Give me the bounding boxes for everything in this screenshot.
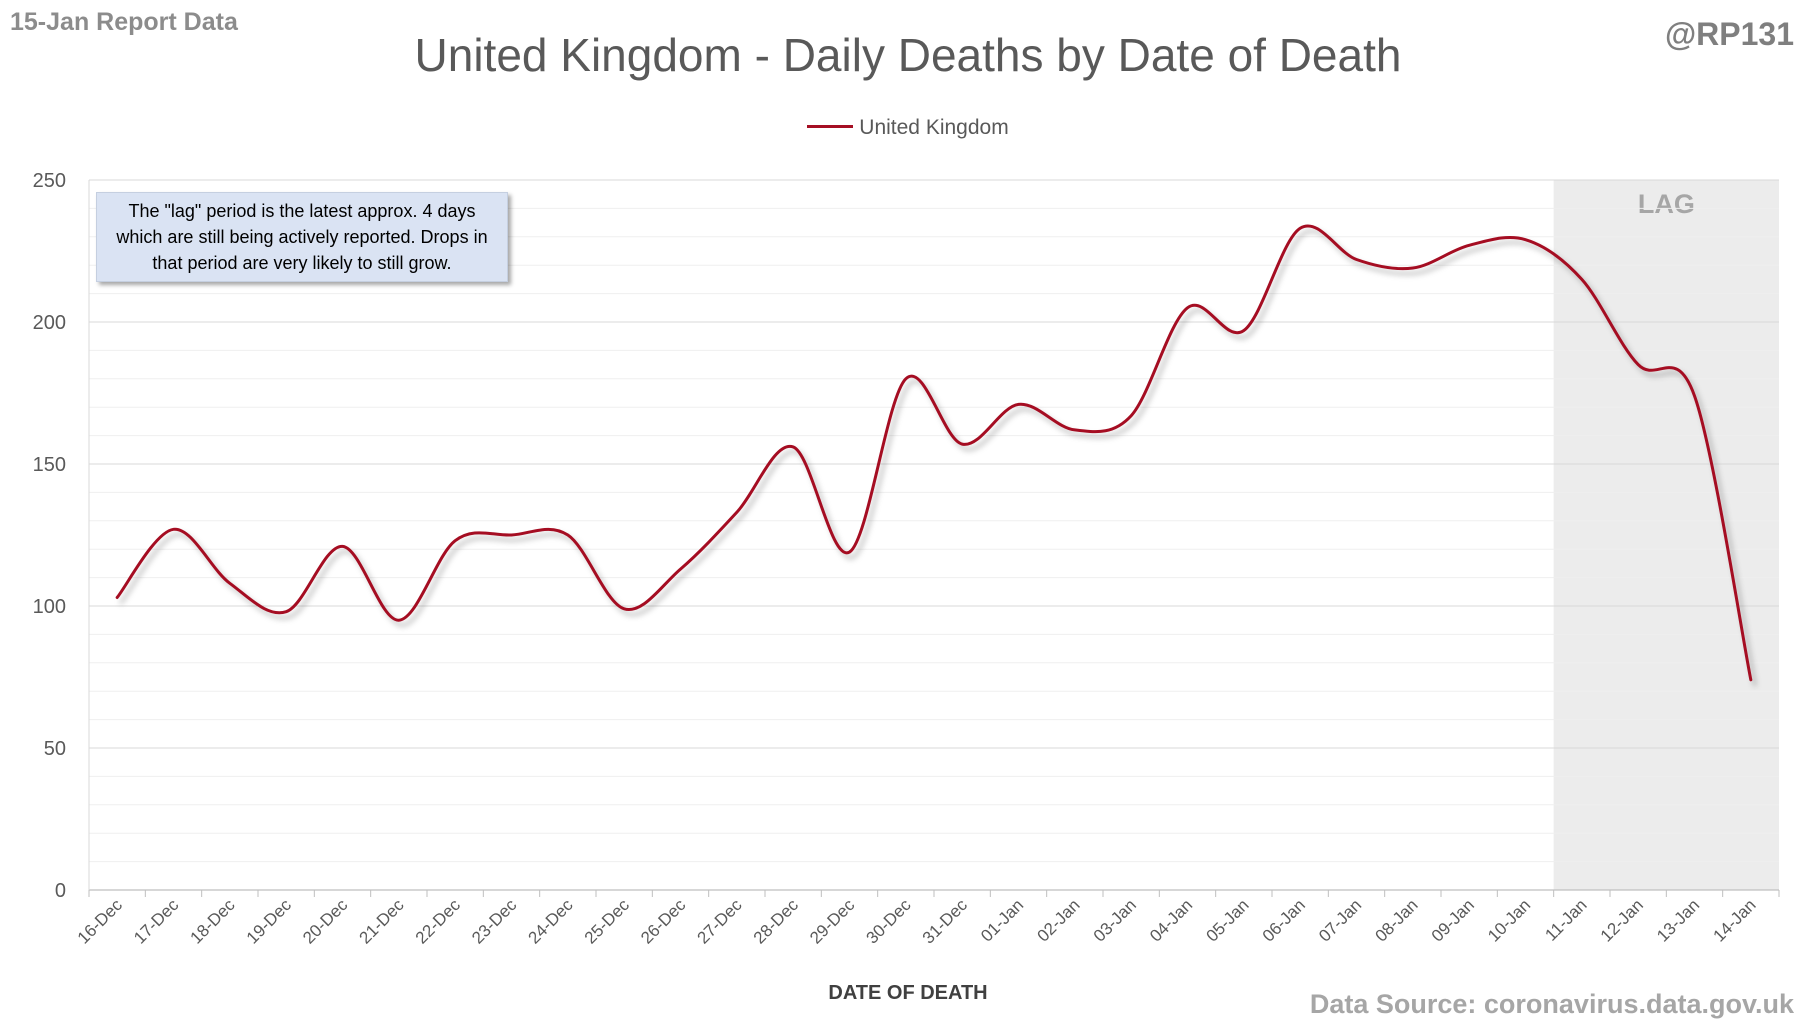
x-tick-label: 26-Dec <box>637 895 690 948</box>
x-tick-label: 08-Jan <box>1371 895 1421 945</box>
x-tick-label: 27-Dec <box>693 895 746 948</box>
x-tick-label: 09-Jan <box>1428 895 1478 945</box>
x-tick-label: 10-Jan <box>1484 895 1534 945</box>
x-tick-label: 14-Jan <box>1709 895 1759 945</box>
x-tick-label: 24-Dec <box>524 895 577 948</box>
legend-swatch <box>807 124 854 128</box>
lag-label: LAG <box>1638 189 1695 219</box>
x-tick-label: 18-Dec <box>186 895 239 948</box>
x-tick-label: 16-Dec <box>74 895 127 948</box>
x-tick-label: 22-Dec <box>412 895 465 948</box>
author-handle: @RP131 <box>1664 16 1794 52</box>
x-tick-label: 07-Jan <box>1315 895 1365 945</box>
chart-title: United Kingdom - Daily Deaths by Date of… <box>414 29 1402 81</box>
y-tick-label: 250 <box>33 170 66 192</box>
x-tick-label: 12-Jan <box>1597 895 1647 945</box>
x-tick-label: 05-Jan <box>1202 895 1252 945</box>
lag-region <box>1553 180 1779 890</box>
x-tick-label: 04-Jan <box>1146 895 1196 945</box>
x-tick-label: 06-Jan <box>1259 895 1309 945</box>
x-tick-label: 19-Dec <box>243 895 296 948</box>
y-tick-label: 150 <box>33 454 66 476</box>
report-date-label: 15-Jan Report Data <box>10 8 238 36</box>
x-tick-label: 20-Dec <box>299 895 352 948</box>
x-tick-label: 23-Dec <box>468 895 521 948</box>
x-tick-label: 01-Jan <box>977 895 1027 945</box>
x-tick-label: 11-Jan <box>1541 895 1590 944</box>
x-tick-label: 31-Dec <box>919 895 972 948</box>
x-tick-label: 13-Jan <box>1653 895 1703 945</box>
data-source: Data Source: coronavirus.data.gov.uk <box>1309 989 1794 1019</box>
series-line <box>115 224 1753 682</box>
y-tick-label: 0 <box>55 880 66 902</box>
x-tick-label: 21-Dec <box>355 895 408 948</box>
x-tick-label: 03-Jan <box>1090 895 1140 945</box>
y-tick-label: 200 <box>33 312 66 334</box>
y-tick-label: 50 <box>44 738 66 760</box>
x-tick-label: 28-Dec <box>750 895 803 948</box>
x-tick-label: 17-Dec <box>130 895 183 948</box>
y-tick-label: 100 <box>33 596 66 618</box>
x-tick-label: 25-Dec <box>581 895 634 948</box>
x-tick-label: 29-Dec <box>806 895 859 948</box>
x-tick-label: 02-Jan <box>1033 895 1083 945</box>
x-axis-title: DATE OF DEATH <box>828 982 988 1004</box>
lag-note: The "lag" period is the latest approx. 4… <box>96 192 508 282</box>
legend-label: United Kingdom <box>859 116 1009 139</box>
x-tick-label: 30-Dec <box>862 895 915 948</box>
legend: United Kingdom <box>0 116 1816 140</box>
